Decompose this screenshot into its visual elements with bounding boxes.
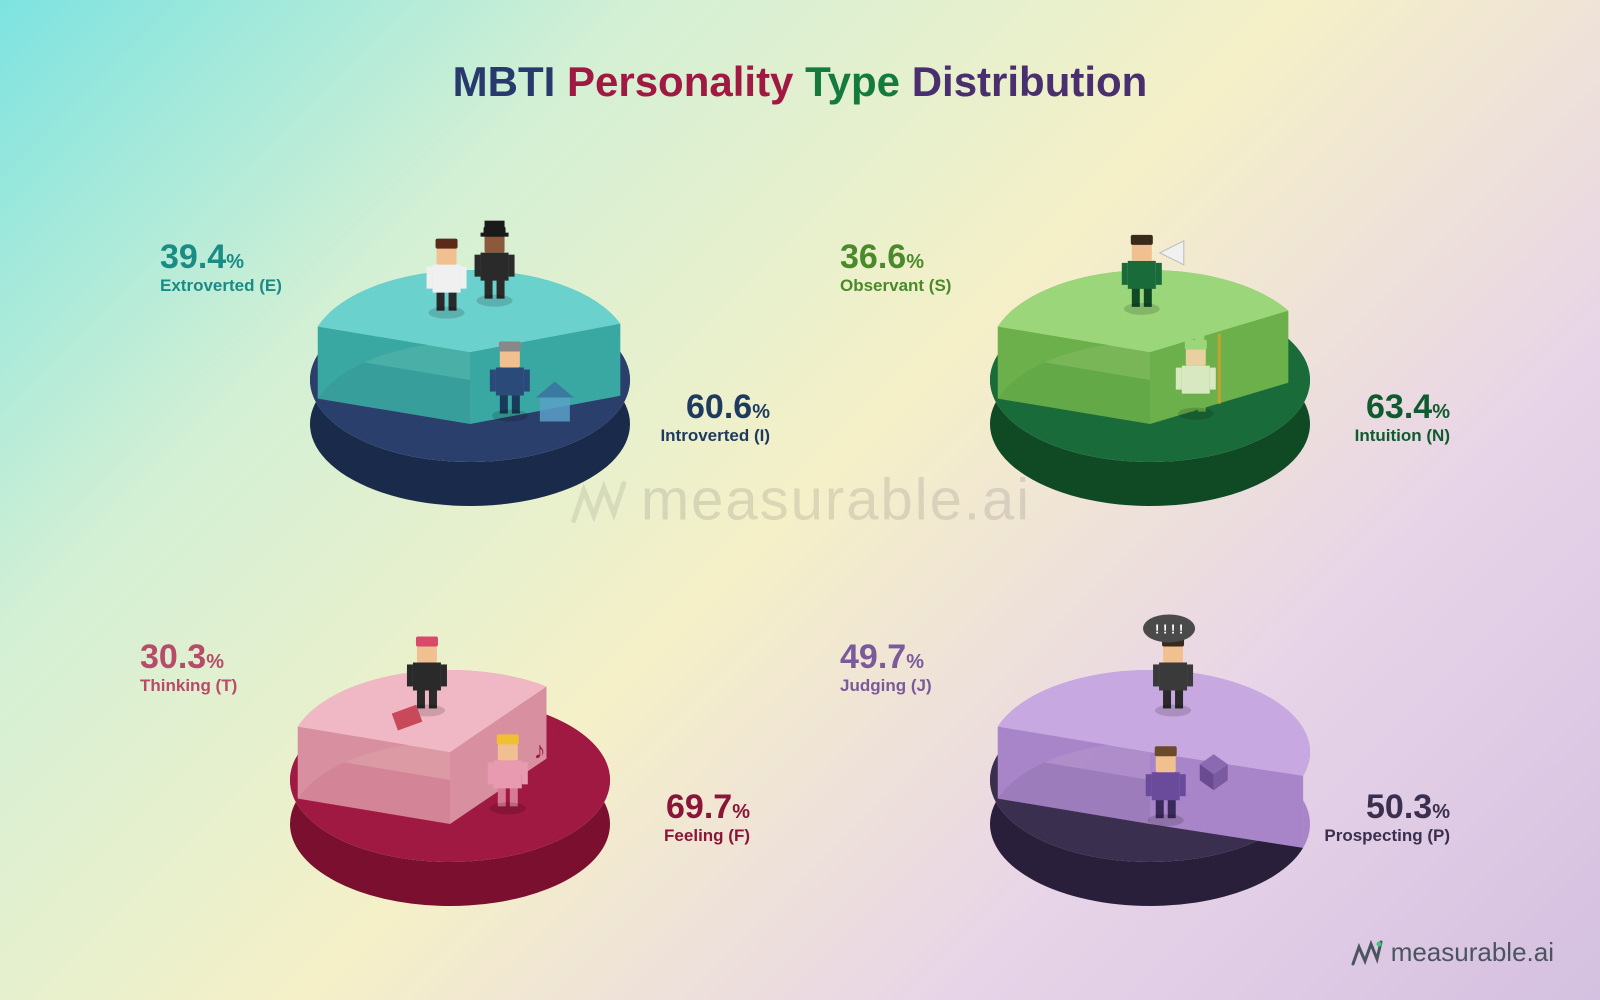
label-jp-a: 49.7% Judging (J) (840, 640, 932, 696)
label-ei-b: 60.6% Introverted (I) (660, 390, 770, 446)
title-word-4: Distribution (912, 58, 1148, 105)
pie-tf: ♪♫♪ 30.3% Thinking (T) 69.7% Feeling (F) (180, 580, 720, 980)
pie-chart (880, 180, 1420, 580)
pie-sn: 36.6% Observant (S) 63.4% Intuition (N) (880, 180, 1420, 580)
label-sn-b: 63.4% Intuition (N) (1355, 390, 1450, 446)
pie-chart: ♪ ♫ ♪ (180, 580, 720, 980)
label-jp-b: 50.3% Prospecting (P) (1324, 790, 1450, 846)
brand-text: measurable.ai (1391, 937, 1554, 968)
svg-text:! ! ! !: ! ! ! ! (1155, 621, 1183, 636)
label-tf-a: 30.3% Thinking (T) (140, 640, 237, 696)
svg-text:♪: ♪ (534, 737, 546, 764)
label-ei-a: 39.4% Extroverted (E) (160, 240, 282, 296)
title: MBTI Personality Type Distribution (0, 58, 1600, 106)
label-tf-b: 69.7% Feeling (F) (664, 790, 750, 846)
title-word-3: Type (805, 58, 900, 105)
brand: measurable.ai (1351, 937, 1554, 968)
svg-text:♪: ♪ (568, 748, 579, 773)
pie-ei: 39.4% Extroverted (E) 60.6% Introverted … (200, 180, 740, 580)
pie-jp: ! ! ! ! 49.7% Judging (J) 50.3% Prospect… (880, 580, 1420, 980)
pie-chart: ! ! ! ! (880, 580, 1420, 980)
title-word-1: MBTI (453, 58, 556, 105)
title-word-2: Personality (567, 58, 793, 105)
label-sn-a: 36.6% Observant (S) (840, 240, 951, 296)
svg-text:♫: ♫ (554, 721, 569, 743)
brand-logo-icon (1351, 939, 1383, 967)
